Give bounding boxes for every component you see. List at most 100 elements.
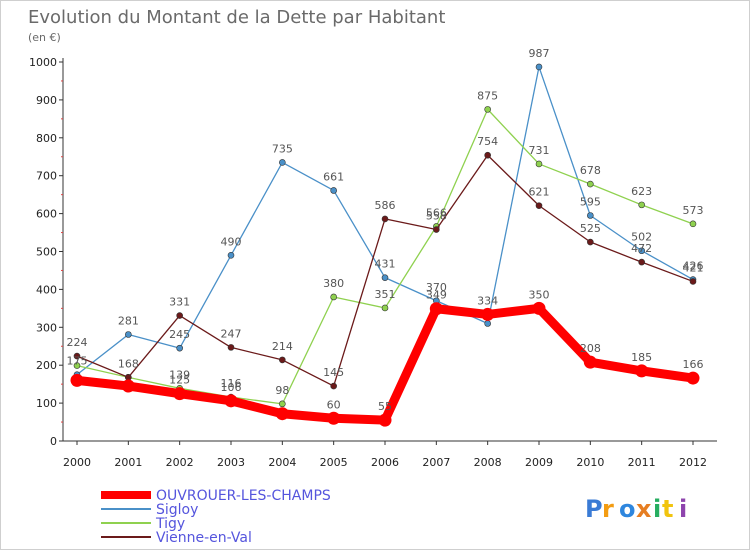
data-label: 678 [580, 164, 601, 177]
x-tick-label: 2002 [166, 456, 194, 469]
data-label: 875 [477, 89, 498, 102]
data-label: 426 [683, 260, 704, 273]
x-tick-label: 2006 [371, 456, 399, 469]
data-label: 166 [683, 358, 704, 371]
data-point [381, 215, 389, 223]
data-point [587, 180, 594, 188]
y-tick-label: 0 [50, 435, 57, 448]
data-point [173, 387, 187, 401]
data-point [330, 187, 337, 194]
x-tick-label: 2007 [422, 456, 450, 469]
x-tick-label: 2004 [268, 456, 296, 469]
data-label: 247 [221, 327, 242, 340]
chart-title: Evolution du Montant de la Dette par Hab… [28, 7, 445, 28]
data-point [689, 220, 697, 228]
data-label: 566 [426, 206, 447, 219]
data-label: 185 [631, 351, 652, 364]
data-label: 350 [529, 288, 550, 301]
data-label: 351 [375, 288, 396, 301]
data-point [279, 159, 286, 166]
data-point [484, 320, 491, 327]
data-label: 281 [118, 315, 139, 328]
y-tick-label: 800 [36, 132, 57, 145]
x-tick-label: 2000 [63, 456, 91, 469]
data-label: 245 [169, 328, 190, 341]
legend-label: Sigloy [156, 502, 198, 518]
y-tick-label: 1000 [29, 56, 57, 69]
data-point [587, 238, 594, 246]
data-label: 349 [426, 289, 447, 302]
data-labels: 175 281 245 490 735 661 431 370 987 595 502 426 168 1… [67, 47, 704, 413]
x-tick-label: 2010 [576, 456, 604, 469]
data-point [689, 278, 697, 285]
y-tick-label: 300 [36, 321, 57, 334]
data-point [224, 394, 238, 408]
data-label: 987 [529, 47, 550, 60]
data-label: 380 [323, 277, 344, 290]
x-tick-label: 2009 [525, 456, 553, 469]
data-label: 168 [118, 357, 139, 370]
y-tick-label: 400 [36, 283, 57, 296]
x-tick-label: 2003 [217, 456, 245, 469]
x-tick-label: 2008 [474, 456, 502, 469]
axes: 0 100 200 300 400 500 600 700 800 900 1000 2000 2001… [29, 56, 717, 469]
legend-label: OUVROUER-LES-CHAMPS [156, 488, 331, 504]
data-point [125, 331, 132, 338]
data-point [279, 356, 286, 364]
data-point [327, 411, 341, 425]
data-label: 558 [426, 210, 447, 223]
data-label: 421 [683, 261, 704, 274]
y-tick-label: 500 [36, 246, 57, 259]
data-label: 145 [323, 366, 344, 379]
data-point [381, 274, 389, 281]
legend-label: Vienne-en-Val [156, 530, 252, 546]
data-label: 370 [426, 281, 447, 294]
data-point [279, 400, 286, 408]
data-label: 490 [221, 235, 242, 248]
data-label: 573 [683, 204, 704, 217]
logo-letter: o [619, 495, 636, 523]
data-label: 595 [580, 195, 601, 208]
data-point [535, 160, 543, 168]
data-point [73, 362, 81, 369]
data-point [429, 302, 443, 316]
data-point [535, 202, 543, 209]
data-label: 586 [375, 199, 396, 212]
data-point [583, 355, 597, 369]
logo-letter: P [585, 495, 603, 523]
data-point [638, 201, 645, 209]
y-tick-label: 600 [36, 208, 57, 221]
data-label: 754 [477, 135, 498, 148]
data-label: 472 [631, 242, 652, 255]
legend: OUVROUER-LES-CHAMPSSigloyTigyVienne-en-V… [101, 488, 331, 546]
x-tick-label: 2005 [320, 456, 348, 469]
logo-letter: r [602, 495, 614, 523]
y-tick-label: 100 [36, 397, 57, 410]
data-point [484, 106, 491, 113]
data-point [587, 212, 594, 219]
data-point [638, 258, 645, 266]
data-point [73, 352, 81, 360]
data-point [330, 293, 337, 301]
data-label: 106 [221, 381, 242, 394]
data-point [686, 371, 700, 385]
data-label: 139 [169, 368, 190, 381]
data-label: 661 [323, 170, 344, 183]
data-point [227, 251, 235, 259]
data-label: 55 [378, 400, 392, 413]
x-tick-label: 2012 [679, 456, 707, 469]
data-label: 621 [529, 186, 550, 199]
y-tick-label: 200 [36, 359, 57, 372]
data-point [227, 344, 235, 351]
data-point [635, 364, 649, 378]
data-point [638, 247, 645, 255]
data-point [481, 307, 495, 321]
data-label: 208 [580, 342, 601, 355]
data-point [535, 63, 543, 71]
data-point [330, 382, 337, 390]
data-label: 502 [631, 231, 652, 244]
data-point [176, 344, 183, 352]
